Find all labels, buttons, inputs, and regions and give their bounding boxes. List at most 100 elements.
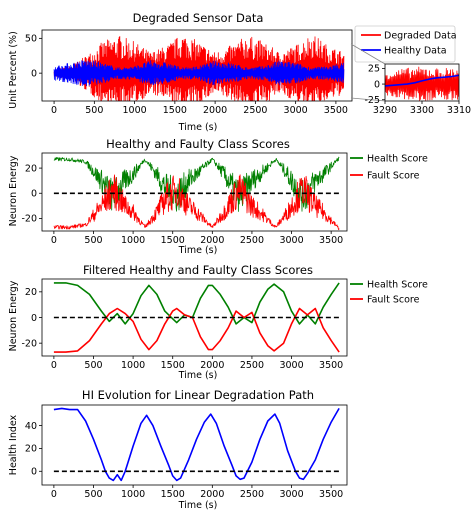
x-tick-label: 0: [51, 489, 57, 500]
y-tick-label: 0: [374, 79, 380, 90]
y-tick-label: 0: [31, 313, 37, 324]
x-tick-label: 500: [84, 360, 102, 371]
health-score-series-line: [53, 282, 340, 325]
x-tick-label: 3000: [284, 105, 308, 116]
x-tick-label: 3000: [279, 489, 303, 500]
x-tick-label: 500: [85, 105, 103, 116]
x-axis-label: Time (s): [178, 245, 218, 256]
svg-text:Neuron Energy: Neuron Energy: [8, 155, 19, 226]
y-tick-label: 40: [25, 421, 37, 432]
y-axis-label: Health Index: [8, 414, 19, 475]
series-group: [385, 66, 459, 101]
healthy-data-series-line: [53, 60, 345, 87]
panel-title: HI Evolution for Linear Degradation Path: [82, 388, 314, 402]
plot-frame: [41, 278, 348, 357]
plot-frame: [41, 152, 348, 232]
plot-frame: [41, 29, 353, 102]
y-tick-label: 50: [25, 34, 37, 45]
y-tick-label: -25: [364, 95, 380, 106]
series-clip: [385, 66, 459, 101]
y-tick-label: -20: [21, 214, 37, 225]
x-tick-label: 1000: [121, 235, 145, 246]
x-tick-label: 2000: [203, 105, 227, 116]
y-tick-label: 0: [31, 68, 37, 79]
filtered-scores-panel: Filtered Healthy and Faulty Class Scores…: [8, 263, 428, 381]
legend-label-degraded: Degraded Data: [384, 31, 457, 42]
x-tick-label: 2500: [240, 235, 264, 246]
series-line: [53, 407, 340, 482]
y-tick-label: 0: [31, 467, 37, 478]
x-tick-label: 3000: [279, 235, 303, 246]
svg-text:Unit Percent (%): Unit Percent (%): [8, 31, 19, 109]
y-tick-label: -20: [21, 338, 37, 349]
x-tick-label: 1500: [161, 489, 185, 500]
svg-text:Health Index: Health Index: [8, 414, 19, 475]
series-clip: [53, 36, 345, 101]
x-tick-label: 2500: [240, 360, 264, 371]
x-tick-label: 1500: [163, 105, 187, 116]
axis-ticks: 0 500 1000 1500 2000 2500 3000 3500 0 20 40: [25, 421, 343, 500]
axis-ticks: 0 500 1000 1500 2000 2500 3000 3500 -20 0 20: [21, 163, 343, 246]
x-tick-label: 0: [51, 360, 57, 371]
legend-label-healthy: Healthy Data: [384, 46, 447, 57]
fault-score-series-line: [53, 174, 340, 231]
y-tick-label: 20: [25, 287, 37, 298]
y-axis-label: Neuron Energy: [8, 280, 19, 351]
degraded-sensor-panel: Degraded Sensor Data Unit Percent (%) Ti…: [8, 11, 457, 133]
degraded-data-series-line: [385, 66, 459, 101]
health-score-series-line: [53, 156, 340, 212]
x-axis-label: Time (s): [178, 122, 218, 133]
x-tick-label: 0: [51, 105, 57, 116]
x-tick-label: 1000: [121, 360, 145, 371]
healthy-data-series-line: [385, 74, 459, 87]
axis-ticks: 3290 3300 3310 -25 0 25: [364, 64, 471, 116]
legend-label-fault: Fault Score: [367, 295, 420, 306]
legend: Health Score Fault Score: [350, 154, 428, 182]
zoom-connector-top: [350, 43, 386, 65]
y-tick-label: 25: [368, 64, 380, 75]
x-tick-label: 2500: [240, 489, 264, 500]
x-tick-label: 2000: [200, 235, 224, 246]
legend: Degraded Data Healthy Data: [354, 25, 457, 63]
x-tick-label: 1000: [121, 489, 145, 500]
y-axis-label: Neuron Energy: [8, 155, 19, 226]
panel-title: Degraded Sensor Data: [133, 11, 264, 25]
health-index-panel: HI Evolution for Linear Degradation Path…: [8, 388, 348, 511]
x-tick-label: 3500: [319, 489, 343, 500]
zoom-connector-bottom: [350, 97, 386, 102]
x-tick-label: 3500: [319, 360, 343, 371]
zoom-inset-panel: 3290 3300 3310 -25 0 25: [364, 63, 471, 116]
legend-label-health: Health Score: [367, 280, 428, 291]
legend: Health Score Fault Score: [350, 280, 428, 306]
svg-text:Neuron Energy: Neuron Energy: [8, 280, 19, 351]
series-clip: [53, 156, 340, 231]
legend-label-health: Health Score: [367, 154, 428, 165]
x-tick-label: 2000: [200, 489, 224, 500]
x-tick-label: 0: [51, 235, 57, 246]
y-tick-label: 20: [25, 163, 37, 174]
x-tick-label: 3310: [447, 105, 471, 116]
x-tick-label: 3000: [279, 360, 303, 371]
fault-score-series-line: [53, 307, 340, 353]
axis-ticks: 0 500 1000 1500 2000 2500 3000 3500 -20 0 20: [21, 287, 343, 371]
x-axis-label: Time (s): [178, 370, 218, 381]
series-group: [53, 407, 340, 482]
x-tick-label: 2000: [200, 360, 224, 371]
x-tick-label: 500: [84, 489, 102, 500]
y-tick-label: 0: [31, 189, 37, 200]
series-group: [53, 156, 340, 231]
zoom-connectors: [350, 43, 386, 102]
series-group: [53, 36, 345, 101]
x-tick-label: 1500: [161, 235, 185, 246]
x-tick-label: 3290: [373, 105, 397, 116]
x-axis-label: Time (s): [178, 500, 218, 511]
axis-ticks: 0 500 1000 1500 2000 2500 3000 3500 0 50: [25, 34, 348, 116]
plot-frame: [384, 63, 460, 102]
x-tick-label: 1000: [123, 105, 147, 116]
x-tick-label: 3500: [319, 235, 343, 246]
x-tick-label: 500: [84, 235, 102, 246]
class-scores-panel: Healthy and Faulty Class Scores Neuron E…: [8, 137, 428, 256]
series-clip: [53, 282, 340, 353]
panel-title: Healthy and Faulty Class Scores: [106, 137, 290, 151]
